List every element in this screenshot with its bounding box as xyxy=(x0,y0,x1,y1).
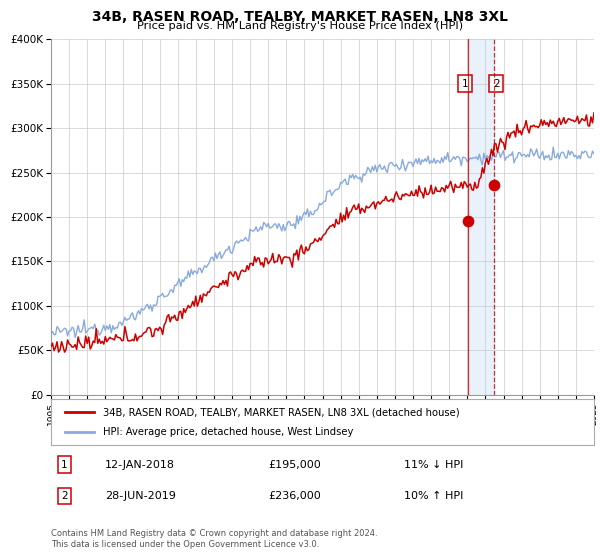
Text: Contains HM Land Registry data © Crown copyright and database right 2024.
This d: Contains HM Land Registry data © Crown c… xyxy=(51,529,377,549)
Text: 1: 1 xyxy=(462,78,469,88)
Text: 2: 2 xyxy=(61,491,68,501)
Bar xyxy=(468,39,494,395)
Text: £195,000: £195,000 xyxy=(268,460,321,470)
Text: 34B, RASEN ROAD, TEALBY, MARKET RASEN, LN8 3XL (detached house): 34B, RASEN ROAD, TEALBY, MARKET RASEN, L… xyxy=(103,407,459,417)
Text: 28-JUN-2019: 28-JUN-2019 xyxy=(106,491,176,501)
Text: £236,000: £236,000 xyxy=(268,491,321,501)
Text: 1: 1 xyxy=(61,460,68,470)
Text: 2: 2 xyxy=(493,78,500,88)
Text: 10% ↑ HPI: 10% ↑ HPI xyxy=(404,491,463,501)
Text: Price paid vs. HM Land Registry's House Price Index (HPI): Price paid vs. HM Land Registry's House … xyxy=(137,21,463,31)
Point xyxy=(490,180,499,189)
Text: 12-JAN-2018: 12-JAN-2018 xyxy=(106,460,175,470)
Text: 34B, RASEN ROAD, TEALBY, MARKET RASEN, LN8 3XL: 34B, RASEN ROAD, TEALBY, MARKET RASEN, L… xyxy=(92,10,508,24)
Text: 11% ↓ HPI: 11% ↓ HPI xyxy=(404,460,463,470)
Point xyxy=(463,217,473,226)
Text: HPI: Average price, detached house, West Lindsey: HPI: Average price, detached house, West… xyxy=(103,427,353,437)
